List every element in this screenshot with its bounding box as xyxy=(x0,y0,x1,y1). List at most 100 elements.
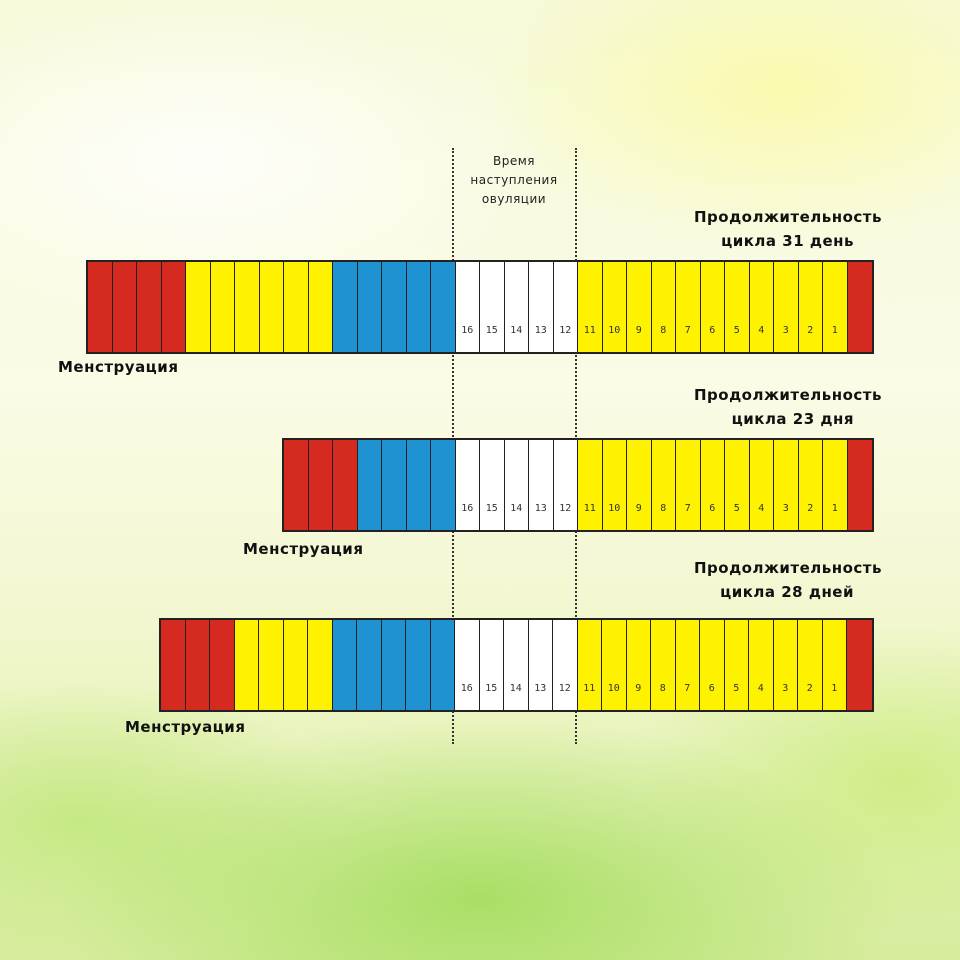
infertile-day-cell: 8 xyxy=(651,262,676,352)
pre-ovulation-day-cell xyxy=(382,440,407,530)
infertile-day-cell: 5 xyxy=(725,262,750,352)
day-number-label: 13 xyxy=(534,325,547,336)
day-number-label: 7 xyxy=(684,503,691,514)
ovulation-window-day-cell: 14 xyxy=(504,440,529,530)
menstruation-day-cell xyxy=(210,620,235,710)
day-number-label: 3 xyxy=(782,503,789,514)
infertile-day-cell: 1 xyxy=(823,440,848,530)
infertile-day-cell xyxy=(186,262,211,352)
day-number-label: 2 xyxy=(806,683,813,694)
infertile-day-cell: 8 xyxy=(651,440,676,530)
infertile-day-cell xyxy=(210,262,235,352)
day-number-label: 3 xyxy=(782,683,789,694)
menstruation-day-cell xyxy=(137,262,162,352)
cycle-31-title-line-2: цикла 31 день xyxy=(721,232,854,250)
ovulation-window-day-cell: 15 xyxy=(480,440,505,530)
infertile-day-cell: 11 xyxy=(578,440,603,530)
ovulation-window-day-cell: 13 xyxy=(528,620,553,710)
day-number-label: 1 xyxy=(831,683,838,694)
infertile-day-cell: 10 xyxy=(602,440,627,530)
infertile-day-cell xyxy=(283,620,308,710)
ovulation-window-day-cell: 13 xyxy=(529,440,554,530)
pre-ovulation-day-cell xyxy=(431,440,456,530)
menstruation-day-cell xyxy=(284,440,309,530)
day-number-label: 9 xyxy=(635,325,642,336)
pre-ovulation-day-cell xyxy=(333,262,358,352)
day-number-label: 3 xyxy=(782,325,789,336)
day-number-label: 13 xyxy=(534,503,547,514)
infertile-day-cell xyxy=(308,262,333,352)
day-number-label: 2 xyxy=(807,325,814,336)
infertile-day-cell: 1 xyxy=(823,262,848,352)
infertile-day-cell: 6 xyxy=(700,620,725,710)
day-number-label: 4 xyxy=(758,325,765,336)
day-number-label: 11 xyxy=(583,325,596,336)
day-number-label: 14 xyxy=(510,503,523,514)
day-number-label: 5 xyxy=(733,683,740,694)
ovulation-window-day-cell: 14 xyxy=(504,262,529,352)
day-number-label: 8 xyxy=(659,683,666,694)
infertile-day-cell: 9 xyxy=(627,262,652,352)
cycle-31-menstruation-label: Менструация xyxy=(58,358,179,376)
day-number-label: 6 xyxy=(708,683,715,694)
cycle-28-title-line-1: Продолжительность xyxy=(693,559,882,577)
menstruation-day-cell xyxy=(88,262,113,352)
pre-ovulation-day-cell xyxy=(406,440,431,530)
infertile-day-cell: 2 xyxy=(798,620,823,710)
ovulation-window-day-cell: 16 xyxy=(455,262,480,352)
day-number-label: 10 xyxy=(608,503,621,514)
day-number-label: 11 xyxy=(583,683,596,694)
infertile-day-cell: 2 xyxy=(798,440,823,530)
infertile-day-cell: 10 xyxy=(602,262,627,352)
cycle-31-title: Продолжительность цикла 31 день xyxy=(694,205,882,253)
infertile-day-cell: 6 xyxy=(700,440,725,530)
day-number-label: 5 xyxy=(733,325,740,336)
day-number-label: 2 xyxy=(807,503,814,514)
infertile-day-cell: 4 xyxy=(749,620,774,710)
menstruation-day-cell xyxy=(161,620,186,710)
infertile-day-cell: 7 xyxy=(676,440,701,530)
ovulation-window-day-cell: 16 xyxy=(455,620,480,710)
day-number-label: 6 xyxy=(709,325,716,336)
day-number-label: 13 xyxy=(534,683,547,694)
day-number-label: 6 xyxy=(709,503,716,514)
infertile-day-cell: 2 xyxy=(798,262,823,352)
cycle-31-bar: 16 15 14 13 12 11 10 9 8 7 6 5 4 3 2 1 xyxy=(86,260,874,354)
day-number-label: 16 xyxy=(461,325,474,336)
day-number-label: 9 xyxy=(635,503,642,514)
infertile-day-cell: 8 xyxy=(651,620,676,710)
ovulation-window-day-cell: 14 xyxy=(504,620,529,710)
cycle-23-title-line-1: Продолжительность xyxy=(693,386,882,404)
menstruation-day-cell xyxy=(308,440,333,530)
day-number-label: 9 xyxy=(635,683,642,694)
infertile-day-cell xyxy=(308,620,333,710)
infertile-day-cell: 9 xyxy=(627,440,652,530)
cycle-28-menstruation-label: Менструация xyxy=(125,718,246,736)
cycle-28-bar: 16 15 14 13 12 11 10 9 8 7 6 5 4 3 2 1 xyxy=(159,618,874,712)
cycle-23-menstruation-label: Менструация xyxy=(243,540,364,558)
infertile-day-cell: 3 xyxy=(774,262,799,352)
infertile-day-cell: 9 xyxy=(626,620,651,710)
pre-ovulation-day-cell xyxy=(430,620,455,710)
day-number-label: 16 xyxy=(460,683,473,694)
infertile-day-cell xyxy=(235,262,260,352)
day-number-label: 16 xyxy=(461,503,474,514)
day-number-label: 15 xyxy=(485,325,498,336)
infertile-day-cell xyxy=(234,620,259,710)
infertile-day-cell: 3 xyxy=(773,620,798,710)
menstruation-day-cell xyxy=(847,620,872,710)
infertile-day-cell: 11 xyxy=(578,262,603,352)
menstruation-day-cell xyxy=(333,440,358,530)
ovulation-window-day-cell: 15 xyxy=(479,620,504,710)
pre-ovulation-day-cell xyxy=(357,440,382,530)
day-number-label: 7 xyxy=(684,325,691,336)
pre-ovulation-day-cell xyxy=(332,620,357,710)
pre-ovulation-day-cell xyxy=(357,620,382,710)
infertile-day-cell: 7 xyxy=(676,262,701,352)
pre-ovulation-day-cell xyxy=(382,262,407,352)
ovulation-window-day-cell: 15 xyxy=(480,262,505,352)
pre-ovulation-day-cell xyxy=(381,620,406,710)
infertile-day-cell: 6 xyxy=(700,262,725,352)
ovulation-window-day-cell: 13 xyxy=(529,262,554,352)
day-number-label: 8 xyxy=(660,503,667,514)
